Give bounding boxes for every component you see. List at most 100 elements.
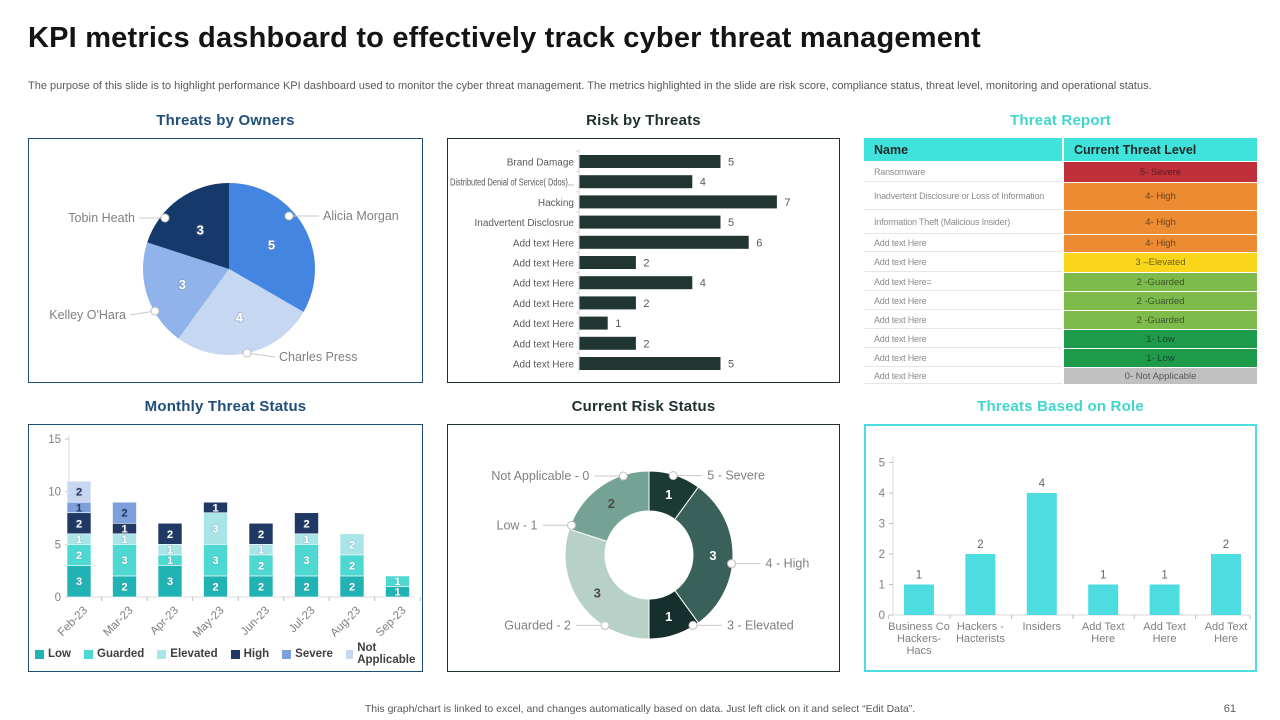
x-tick-label: Insiders xyxy=(1023,621,1062,633)
y-tick-label: 15 xyxy=(48,434,61,446)
legend-swatch xyxy=(157,649,167,659)
monthly-threat-status-title: Monthly Threat Status xyxy=(144,398,307,415)
risk-by-threats-chart[interactable]: Brand Damage 5 Distributed Denial of Servi… xyxy=(447,138,840,383)
y-tick-label: 10 xyxy=(48,487,61,499)
x-tick-label: Jun-23 xyxy=(239,605,272,638)
stacked-segment xyxy=(294,512,319,535)
threats-by-owners-chart[interactable]: 5 4 3 3 Alicia Morgan Charles Press Kelley O'H… xyxy=(28,138,423,383)
y-tick-label: 4 xyxy=(879,488,886,500)
page-title: KPI metrics dashboard to effectively tra… xyxy=(28,22,981,54)
pie-slice xyxy=(143,242,229,339)
y-tick-label: 3 xyxy=(879,519,885,531)
donut-callout-label: Guarded - 2 xyxy=(504,618,571,632)
donut-callout-label: 3 - Elevated xyxy=(727,618,794,632)
stacked-segment xyxy=(203,512,228,545)
chart-legend: Low Guarded Elevated High Severe Not Applicab… xyxy=(35,642,422,666)
stacked-segment xyxy=(157,565,183,598)
legend-swatch xyxy=(84,649,93,659)
bar-value-label: 5 xyxy=(728,157,734,169)
segment-value-label: 2 xyxy=(349,539,355,551)
y-tick-label: 1 xyxy=(879,580,885,592)
segment-value-label: 2 xyxy=(76,487,82,499)
bar-value-label: 5 xyxy=(728,359,734,371)
donut-callout-label: 5 - Severe xyxy=(707,469,765,483)
donut-slice xyxy=(674,486,734,624)
bar-value-label: 1 xyxy=(1161,570,1167,582)
donut-callout-label: Low - 1 xyxy=(497,518,538,532)
stacked-segment xyxy=(339,533,365,556)
bar-value-label: 4 xyxy=(700,177,706,189)
stacked-segment xyxy=(112,501,137,524)
threats-by-owners-title: Threats by Owners xyxy=(156,112,295,129)
bar-category-label: Add text Here xyxy=(513,339,575,350)
panel-threats-by-owners: Threats by Owners 5 4 3 3 Alicia Morgan Charl… xyxy=(28,112,423,383)
donut-chart-canvas: 1 3 1 3 2 5 - Severe 4 - High 3 - Elevated Guard… xyxy=(491,469,809,640)
threat-report-title: Threat Report xyxy=(1010,112,1111,129)
stacked-segment xyxy=(112,544,137,577)
monthly-threat-status-chart[interactable]: 0 5 10 15 3 2 1 2 1 2 Feb-23 2 3 1 1 2 Mar-23 3 1 1 2 Apr-23 2… xyxy=(28,424,423,672)
stacked-segment xyxy=(248,522,274,545)
pie-slice-label: Tobin Heath xyxy=(68,211,135,225)
threat-level-cell: 3 –Elevated xyxy=(1064,253,1257,272)
segment-value-label: 2 xyxy=(76,518,82,530)
page-number: 61 xyxy=(1223,703,1236,715)
segment-value-label: 2 xyxy=(258,529,264,541)
current-risk-status-title: Current Risk Status xyxy=(571,398,716,415)
segment-value-label: 1 xyxy=(212,502,218,514)
segment-value-label: 2 xyxy=(349,560,355,572)
callout-marker xyxy=(600,620,610,630)
legend-swatch xyxy=(345,649,354,659)
table-row: Add text Here 1- Low xyxy=(864,330,1257,348)
donut-value-label: 3 xyxy=(709,548,716,563)
x-tick-label: Add Text xyxy=(1205,621,1248,633)
threat-report-table[interactable]: Name Current Threat Level Ransomware 5- Sev… xyxy=(864,138,1257,385)
column-header-name: Name xyxy=(864,138,1062,161)
bar xyxy=(579,357,721,370)
stacked-segment xyxy=(203,501,228,514)
segment-value-label: 1 xyxy=(394,576,400,588)
segment-value-label: 2 xyxy=(303,581,309,593)
threat-level-cell: 4- High xyxy=(1064,235,1257,252)
threat-name-cell: Information Theft (Malicious Insider) xyxy=(864,211,1062,234)
pie-slice-label: Charles Press xyxy=(279,350,358,364)
legend-label: Low xyxy=(48,648,71,660)
callout-marker xyxy=(668,471,678,481)
callout-marker xyxy=(567,520,577,530)
pie-chart-canvas: 5 4 3 3 Alicia Morgan Charles Press Kelley O'H… xyxy=(49,183,399,364)
bar-value-label: 2 xyxy=(643,298,649,310)
legend-item: High xyxy=(230,648,269,660)
page-subtitle: The purpose of this slide is to highligh… xyxy=(28,80,1152,92)
stacked-segment xyxy=(157,522,183,545)
current-risk-status-chart[interactable]: 1 3 1 3 2 5 - Severe 4 - High 3 - Elevated Guard… xyxy=(447,424,840,672)
pie-value-label: 4 xyxy=(236,310,244,325)
x-tick-label: Hackers - xyxy=(957,621,1004,633)
legend-item: Elevated xyxy=(157,648,218,660)
x-tick-label: Here xyxy=(1153,633,1177,645)
legend-item: Not Applicable xyxy=(345,642,422,666)
segment-value-label: 2 xyxy=(76,550,82,562)
callout-marker xyxy=(618,471,628,481)
stacked-segment xyxy=(66,565,92,598)
table-row: Add text Here 0- Not Applicable xyxy=(864,368,1257,384)
y-tick-label: 5 xyxy=(55,539,61,551)
callout-marker xyxy=(150,306,160,316)
segment-value-label: 2 xyxy=(258,581,264,593)
x-tick-label: Add Text xyxy=(1082,621,1125,633)
bar-value-label: 7 xyxy=(784,197,790,209)
stacked-segment xyxy=(385,575,410,587)
x-tick-label: Feb-23 xyxy=(56,605,90,639)
bar-category-label: Add text Here xyxy=(513,238,575,249)
threat-level-cell: 0- Not Applicable xyxy=(1064,368,1257,384)
x-tick-label: Aug-23 xyxy=(328,605,363,640)
x-tick-label: Here xyxy=(1091,633,1115,645)
x-tick-label: Add Text xyxy=(1143,621,1186,633)
x-tick-label: Sep-23 xyxy=(374,605,409,640)
threats-based-on-role-chart[interactable]: 0 1 2 3 4 5 1 Business Co Hackers- Hacs 2 Hackers -… xyxy=(864,424,1257,672)
table-row: Information Theft (Malicious Insider) 4- … xyxy=(864,211,1257,234)
bar-value-label: 2 xyxy=(1223,539,1229,551)
bar xyxy=(579,316,608,330)
pie-value-label: 3 xyxy=(197,222,204,237)
bar xyxy=(904,584,934,615)
threats-based-on-role-title: Threats Based on Role xyxy=(977,398,1144,415)
